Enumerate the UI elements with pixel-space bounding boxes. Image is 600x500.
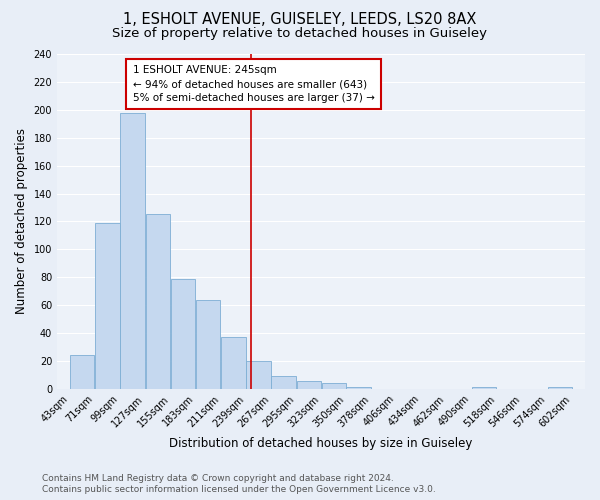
Bar xyxy=(95,223,119,389)
Bar xyxy=(322,384,346,389)
X-axis label: Distribution of detached houses by size in Guiseley: Distribution of detached houses by size … xyxy=(169,437,473,450)
Bar xyxy=(246,361,271,389)
Bar xyxy=(70,356,94,389)
Text: Contains HM Land Registry data © Crown copyright and database right 2024.
Contai: Contains HM Land Registry data © Crown c… xyxy=(42,474,436,494)
Bar xyxy=(221,338,245,389)
Bar xyxy=(548,388,572,389)
Bar xyxy=(296,380,321,389)
Y-axis label: Number of detached properties: Number of detached properties xyxy=(15,128,28,314)
Bar xyxy=(271,376,296,389)
Text: 1 ESHOLT AVENUE: 245sqm
← 94% of detached houses are smaller (643)
5% of semi-de: 1 ESHOLT AVENUE: 245sqm ← 94% of detache… xyxy=(133,65,374,103)
Bar xyxy=(121,112,145,389)
Bar xyxy=(346,388,371,389)
Bar xyxy=(146,214,170,389)
Bar xyxy=(196,300,220,389)
Bar xyxy=(472,388,496,389)
Text: Size of property relative to detached houses in Guiseley: Size of property relative to detached ho… xyxy=(113,28,487,40)
Text: 1, ESHOLT AVENUE, GUISELEY, LEEDS, LS20 8AX: 1, ESHOLT AVENUE, GUISELEY, LEEDS, LS20 … xyxy=(124,12,476,28)
Bar xyxy=(171,278,195,389)
